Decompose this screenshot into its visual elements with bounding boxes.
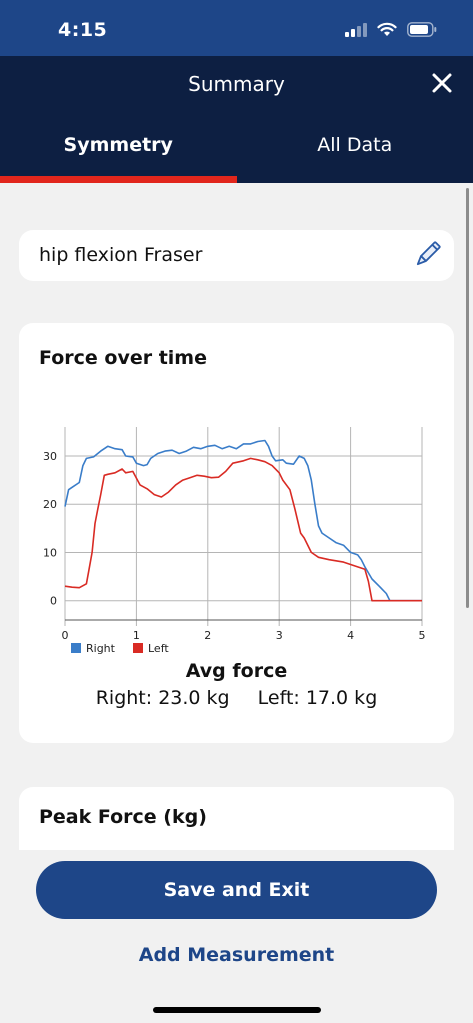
avg-force-values: Right: 23.0 kg Left: 17.0 kg [19, 687, 454, 709]
signal-icon [345, 22, 367, 37]
add-measurement-button[interactable]: Add Measurement [138, 944, 335, 966]
bottom-actions: Save and Exit Add Measurement [0, 850, 473, 1023]
home-indicator [153, 1007, 321, 1013]
pencil-icon [416, 241, 441, 266]
status-time: 4:15 [58, 19, 108, 41]
header: Summary Symmetry All Data [0, 56, 473, 183]
status-bar: 4:15 [0, 0, 473, 56]
x-tick-label: 2 [204, 629, 211, 642]
status-icons [345, 22, 437, 37]
tab-all-data[interactable]: All Data [317, 134, 393, 156]
scrollbar[interactable] [466, 188, 469, 608]
avg-force-left: Left: 17.0 kg [257, 687, 378, 709]
save-and-exit-button[interactable]: Save and Exit [36, 861, 437, 919]
x-tick-label: 5 [419, 629, 426, 642]
y-tick-label: 30 [43, 450, 57, 463]
tab-bar: Symmetry All Data [0, 126, 473, 183]
battery-icon [407, 22, 437, 37]
legend-swatch-right [71, 643, 81, 653]
y-tick-label: 0 [50, 595, 57, 608]
y-tick-label: 10 [43, 546, 57, 559]
peak-force-title: Peak Force (kg) [39, 806, 207, 828]
page-title: Summary [188, 72, 285, 96]
x-tick-label: 1 [133, 629, 140, 642]
x-tick-label: 3 [276, 629, 283, 642]
close-button[interactable] [429, 70, 455, 96]
chart-title: Force over time [39, 347, 207, 369]
wifi-icon [377, 22, 397, 36]
legend-label-left: Left [148, 642, 169, 655]
force-chart-card: Force over time 0 1 2 3 4 5 0 10 20 30 Right Left A… [19, 323, 454, 743]
measurement-name-card: hip flexion Fraser [19, 230, 454, 281]
avg-force-right: Right: 23.0 kg [95, 687, 230, 709]
x-tick-label: 4 [347, 629, 354, 642]
tab-symmetry[interactable]: Symmetry [63, 134, 173, 156]
measurement-name: hip flexion Fraser [39, 244, 203, 266]
active-tab-indicator [0, 176, 237, 183]
edit-name-button[interactable] [412, 240, 442, 270]
x-tick-label: 0 [62, 629, 69, 642]
legend-swatch-left [133, 643, 143, 653]
series-line-right [64, 439, 422, 602]
close-icon [432, 73, 452, 93]
legend-label-right: Right [86, 642, 116, 655]
y-tick-label: 20 [43, 498, 57, 511]
avg-force-title: Avg force [185, 660, 288, 682]
series-line-left [64, 457, 422, 602]
peak-force-card: Peak Force (kg) [19, 787, 454, 857]
force-over-time-chart: 0 1 2 3 4 5 0 10 20 30 Right Left [43, 427, 426, 655]
